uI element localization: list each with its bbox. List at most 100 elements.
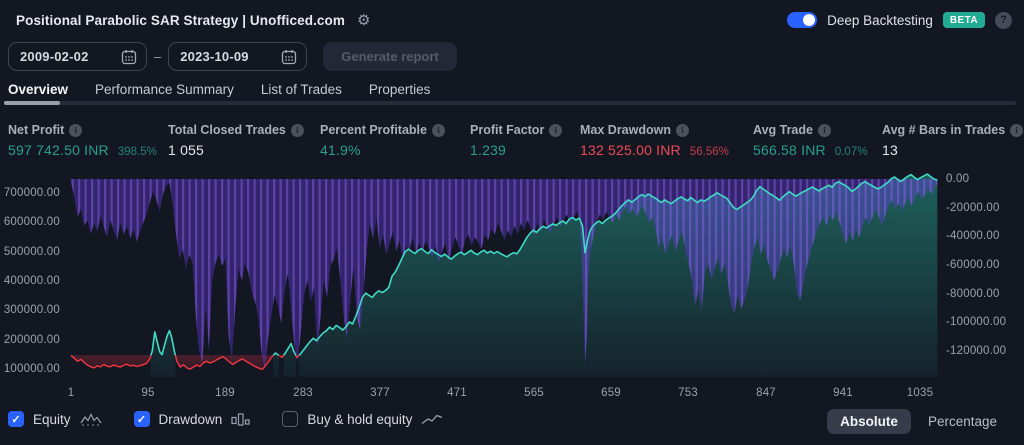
deep-backtesting-toggle[interactable] — [787, 12, 818, 28]
tab-overview[interactable]: Overview — [8, 82, 69, 97]
equity-icon — [80, 412, 102, 427]
stat-net-profit: Net Profit i 597 742.50 INR 398.5% — [8, 123, 157, 158]
stat-avg-trade: Avg Trade i 566.58 INR 0.07% — [753, 123, 867, 158]
toggle-knob — [803, 14, 816, 26]
stat-value-line: 1.239 — [470, 142, 562, 158]
y-axis-tick-left: 100000.00 — [3, 363, 60, 375]
info-icon[interactable]: i — [676, 123, 689, 137]
tab-list-of-trades[interactable]: List of Trades — [260, 82, 342, 97]
legend-item-drawdown[interactable]: ✓ Drawdown — [133, 411, 251, 427]
stat-label-text: Net Profit — [8, 123, 65, 137]
y-axis-tick-left: 200000.00 — [3, 334, 60, 346]
x-axis-tick: 95 — [141, 387, 155, 399]
tab-performance-summary[interactable]: Performance Summary — [95, 82, 234, 97]
x-axis-tick: 753 — [678, 387, 698, 399]
info-icon[interactable]: i — [549, 123, 563, 137]
y-axis-tick-right: -40000.00 — [946, 230, 1000, 242]
stat-value: 1.239 — [470, 142, 507, 158]
y-axis-tick-right: -120000.00 — [946, 345, 1007, 357]
checked-checkbox[interactable]: ✓ — [133, 411, 150, 427]
active-tab-indicator — [4, 101, 60, 105]
x-axis-tick: 471 — [447, 387, 467, 399]
header-right: Deep Backtesting BETA ? — [787, 11, 1012, 29]
strategy-title: Positional Parabolic SAR Strategy | Unof… — [16, 12, 345, 28]
legend-item-buy-hold-equity[interactable]: Buy & hold equity — [282, 411, 443, 427]
stat-label-text: Profit Factor — [470, 123, 545, 137]
stat-value-line: 13 — [882, 142, 1023, 158]
info-icon[interactable]: i — [431, 123, 445, 137]
stat-label-text: Max Drawdown — [580, 123, 671, 137]
y-axis-tick-right: -60000.00 — [946, 259, 1000, 271]
legend-label: Buy & hold equity — [307, 411, 413, 427]
y-axis-tick-left: 700000.00 — [3, 187, 60, 199]
x-axis-tick: 377 — [370, 387, 390, 399]
date-from-value: 2009-02-02 — [20, 49, 89, 64]
buy-hold-icon — [421, 413, 443, 426]
range-separator: – — [154, 49, 162, 64]
mode-button-absolute[interactable]: Absolute — [827, 409, 911, 434]
stat-total-closed-trades: Total Closed Trades i 1 055 — [168, 123, 304, 158]
info-icon[interactable]: i — [290, 123, 304, 137]
x-axis-tick: 565 — [524, 387, 544, 399]
date-from-input[interactable]: 2009-02-02 — [8, 42, 147, 71]
tab-scroll-track[interactable] — [4, 101, 1016, 105]
x-axis-tick: 847 — [756, 387, 776, 399]
legend-label: Drawdown — [158, 411, 223, 427]
stat-percent: 398.5% — [117, 146, 157, 158]
stat-value: 1 055 — [168, 142, 205, 158]
x-axis-tick: 1035 — [906, 387, 934, 399]
stat-label-text: Total Closed Trades — [168, 123, 286, 137]
x-axis-tick: 1 — [67, 387, 75, 399]
mode-button-percentage[interactable]: Percentage — [927, 414, 997, 429]
date-to-value: 2023-10-09 — [180, 49, 249, 64]
stat-value: 41.9% — [320, 142, 361, 158]
settings-gear-icon[interactable]: ⚙ — [357, 11, 371, 29]
help-icon[interactable]: ? — [995, 11, 1012, 29]
stat-label: Avg Trade i — [753, 123, 867, 137]
legend-label: Equity — [33, 411, 71, 427]
stat-value-line: 597 742.50 INR 398.5% — [8, 142, 157, 158]
calendar-icon[interactable] — [281, 49, 297, 65]
stat-label-text: Percent Profitable — [320, 123, 427, 137]
stat-value-line: 566.58 INR 0.07% — [753, 142, 867, 158]
x-axis-tick: 283 — [293, 387, 313, 399]
stat-avg-bars-in-trades: Avg # Bars in Trades i 13 — [882, 123, 1024, 158]
stat-value-line: 132 525.00 INR 56.56% — [580, 142, 729, 158]
backtest-controls: 2009-02-02 – 2023-10-09 Generate report — [8, 42, 457, 71]
stat-max-drawdown: Max Drawdown i 132 525.00 INR 56.56% — [580, 123, 729, 158]
stat-percent-profitable: Percent Profitable i 41.9% — [320, 123, 445, 158]
generate-report-button[interactable]: Generate report — [323, 42, 457, 71]
stat-value: 13 — [882, 142, 898, 158]
deep-backtesting-label: Deep Backtesting — [827, 12, 933, 28]
stat-value: 132 525.00 INR — [580, 142, 681, 158]
display-mode-switch: Absolute Percentage — [827, 409, 1010, 434]
date-to-input[interactable]: 2023-10-09 — [168, 42, 308, 71]
stat-label: Avg # Bars in Trades i — [882, 123, 1024, 137]
stat-percent: 0.07% — [834, 146, 868, 158]
y-axis-tick-left: 600000.00 — [3, 216, 60, 228]
stat-label: Profit Factor i — [470, 123, 563, 137]
stat-value: 566.58 INR — [753, 142, 826, 158]
y-axis-tick-right: -20000.00 — [946, 202, 1000, 214]
calendar-icon[interactable] — [121, 49, 137, 65]
info-icon[interactable]: i — [817, 123, 831, 137]
legend-item-equity[interactable]: ✓ Equity — [8, 411, 102, 427]
y-axis-tick-right: -80000.00 — [946, 288, 1000, 300]
checked-checkbox[interactable]: ✓ — [8, 411, 24, 427]
tab-properties[interactable]: Properties — [368, 82, 431, 97]
y-axis-tick-left: 300000.00 — [3, 304, 60, 316]
info-icon[interactable]: i — [1010, 123, 1024, 137]
tabs: Overview Performance Summary List of Trade… — [8, 80, 430, 99]
beta-badge: BETA — [942, 12, 985, 28]
unchecked-checkbox[interactable] — [282, 411, 299, 427]
info-icon[interactable]: i — [69, 123, 83, 137]
stat-label: Max Drawdown i — [580, 123, 729, 137]
y-axis-tick-left: 400000.00 — [3, 275, 60, 287]
stat-label-text: Avg Trade — [753, 123, 813, 137]
header: Positional Parabolic SAR Strategy | Unof… — [16, 8, 1012, 32]
y-axis-tick-left: 500000.00 — [3, 246, 60, 258]
stat-label: Total Closed Trades i — [168, 123, 304, 137]
chart-legend: ✓ Equity ✓ Drawdown Buy & hold equity — [8, 411, 443, 427]
